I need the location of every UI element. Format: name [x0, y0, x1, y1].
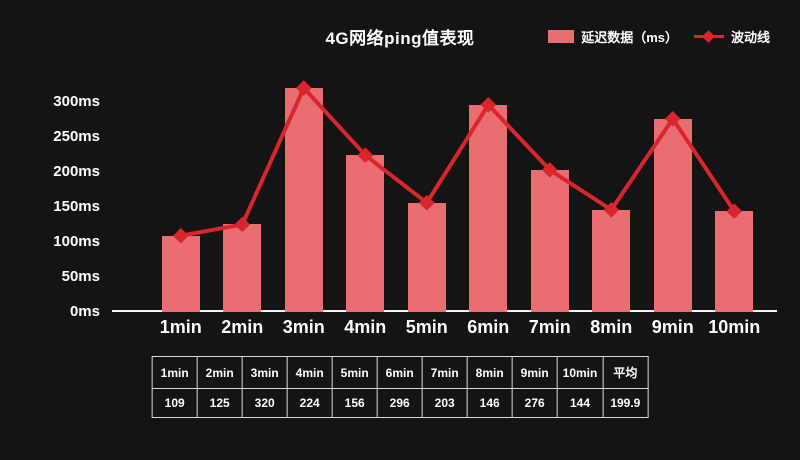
y-axis-label: 0ms — [69, 303, 100, 320]
fluctuation-line — [180, 86, 736, 238]
table-header-cell: 6min — [376, 356, 423, 389]
table-header-cell: 平均 — [602, 356, 649, 389]
delay-bar-6min — [469, 105, 508, 312]
line-series — [173, 80, 743, 244]
table-header-cell: 4min — [286, 356, 333, 389]
delay-bar-2min — [223, 224, 262, 312]
table-value-cell: 203 — [421, 388, 468, 418]
plot-area — [150, 67, 765, 312]
table-value-cell: 109 — [151, 388, 198, 418]
table-value-cell: 320 — [241, 388, 288, 418]
x-axis-label: 6min — [467, 317, 510, 337]
bar-slot — [150, 67, 212, 312]
legend: 延迟数据（ms） 波动线 — [548, 27, 770, 46]
x-axis-label: 4min — [344, 317, 387, 337]
line-legend-swatch-icon — [693, 30, 724, 43]
delay-bar-1min — [161, 236, 200, 312]
table-value-cell: 144 — [556, 388, 604, 418]
x-axis-label: 1min — [159, 317, 202, 337]
delay-bar-8min — [592, 210, 631, 312]
y-axis-label: 50ms — [61, 268, 100, 285]
bar-slot — [335, 67, 397, 312]
delay-bar-3min — [284, 88, 323, 312]
bar-slot — [212, 67, 274, 312]
y-axis-label: 300ms — [53, 93, 100, 110]
chart-title: 4G网络ping值表现 — [325, 29, 475, 48]
table-value-cell: 146 — [466, 388, 513, 418]
x-axis-label: 7min — [528, 317, 571, 337]
y-axis-label: 250ms — [53, 128, 100, 145]
table-value-cell: 156 — [331, 388, 378, 418]
table-value-cell: 199.9 — [602, 388, 649, 418]
x-axis-label: 2min — [221, 317, 264, 337]
table-value-cell: 224 — [286, 388, 333, 418]
legend-item-delay-bars[interactable]: 延迟数据（ms） — [548, 27, 678, 46]
y-axis-label: 100ms — [53, 233, 100, 250]
x-axis-label: 3min — [282, 317, 325, 337]
table-header-cell: 7min — [421, 356, 468, 389]
delay-bar-4min — [346, 155, 385, 312]
x-axis-label: 5min — [405, 317, 448, 337]
bar-slot — [458, 67, 520, 312]
line-marker-1min — [173, 227, 189, 244]
delay-bar-7min — [530, 170, 569, 312]
table-value-cell: 276 — [511, 388, 558, 418]
x-axis-label: 9min — [651, 317, 694, 337]
table-header-cell: 1min — [151, 356, 198, 389]
x-axis-label: 8min — [590, 317, 633, 337]
bar-slot — [396, 67, 458, 312]
delay-bar-9min — [653, 119, 692, 312]
bar-slot — [704, 67, 766, 312]
bar-slot — [273, 67, 335, 312]
table-header-row: 1min 2min 3min 4min 5min 6min 7min 8min 9min 10mi… — [151, 356, 649, 389]
bar-legend-swatch-icon — [548, 30, 575, 43]
bar-slot — [642, 67, 704, 312]
table-header-cell: 5min — [331, 356, 378, 389]
table-header-cell: 8min — [466, 356, 513, 389]
data-table: 1min 2min 3min 4min 5min 6min 7min 8min 9min 10mi… — [151, 356, 649, 418]
delay-bar-5min — [407, 203, 446, 312]
line-marker-2min — [234, 216, 251, 233]
bar-legend-label: 延迟数据（ms） — [581, 30, 678, 45]
x-axis-label: 10min — [708, 317, 761, 337]
x-axis: 1min 2min 3min 4min 5min 6min 7min 8min 9min 10mi… — [150, 317, 765, 338]
line-marker-3min — [296, 80, 312, 96]
line-marker-4min — [357, 147, 374, 163]
bar-slot — [581, 67, 643, 312]
legend-item-fluctuation-line[interactable]: 波动线 — [693, 27, 770, 46]
y-axis: 0ms 50ms 100ms 150ms 200ms 250ms 300ms — [28, 67, 100, 320]
table-value-cell: 125 — [196, 388, 243, 418]
table-header-cell: 9min — [511, 356, 558, 389]
y-axis-label: 200ms — [53, 163, 100, 180]
table-header-cell: 10min — [556, 356, 604, 389]
bar-series — [150, 67, 765, 312]
line-legend-label: 波动线 — [730, 30, 770, 45]
bar-slot — [519, 67, 581, 312]
table-value-cell: 296 — [376, 388, 423, 418]
line-legend-diamond-icon — [702, 30, 715, 43]
table-header-cell: 2min — [196, 356, 243, 389]
table-header-cell: 3min — [241, 356, 288, 389]
y-axis-label: 150ms — [53, 198, 100, 215]
delay-bar-10min — [715, 211, 754, 312]
table-value-row: 109 125 320 224 156 296 203 146 276 144 199.9 — [151, 388, 649, 418]
